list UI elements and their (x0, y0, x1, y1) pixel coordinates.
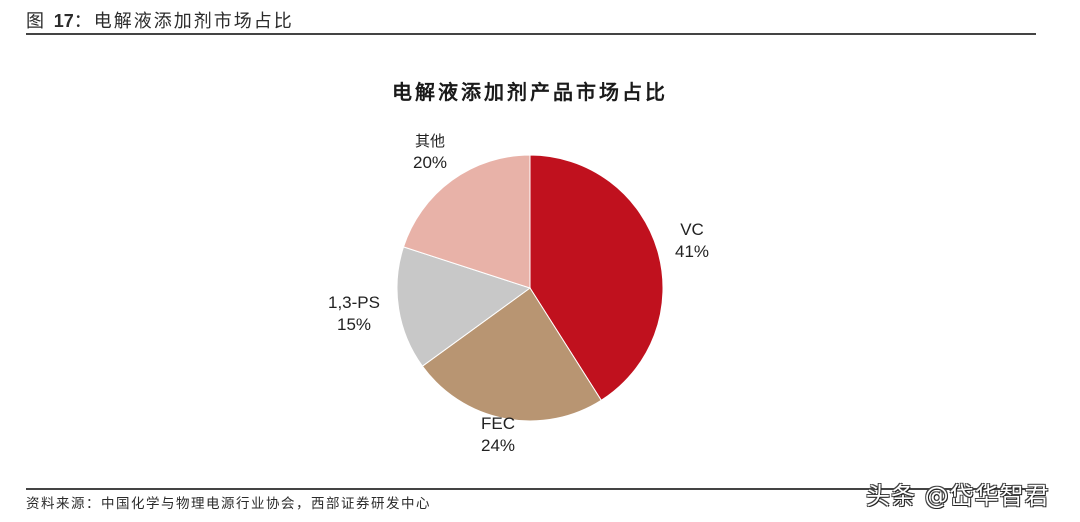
figure-title-text: ：电解液添加剂市场占比 (73, 11, 294, 32)
pie-slices (396, 154, 664, 422)
label-fec-name: FEC (481, 414, 515, 433)
top-rule (26, 33, 1036, 35)
figure-title: 图 17：电解液添加剂市场占比 (26, 7, 294, 33)
pie-slice-fec (421, 287, 602, 422)
watermark: 头条 @岱华智君 (866, 482, 1050, 510)
label-13ps: 1,3-PS 15% (318, 292, 390, 336)
label-13ps-name: 1,3-PS (328, 293, 380, 312)
bottom-rule (26, 488, 1036, 490)
figure-label: 图 (26, 11, 54, 32)
figure-number: 17 (53, 11, 74, 31)
source-note: 资料来源：中国化学与物理电源行业协会，西部证券研发中心 (26, 496, 431, 512)
label-fec: FEC 24% (468, 413, 528, 457)
label-fec-pct: 24% (480, 436, 516, 455)
label-other-pct: 20% (412, 153, 448, 172)
chart-title: 电解液添加剂产品市场占比 (392, 80, 668, 104)
label-vc-name: VC (680, 220, 704, 239)
label-13ps-pct: 15% (336, 315, 372, 334)
label-other-name: 其他 (414, 132, 445, 150)
label-vc-pct: 41% (674, 242, 710, 261)
pie-slice- (402, 154, 531, 289)
pie-slice-13ps (396, 246, 532, 367)
label-other: 其他 20% (400, 130, 460, 174)
label-vc: VC 41% (662, 219, 722, 263)
pie-slice-vc (529, 154, 664, 401)
